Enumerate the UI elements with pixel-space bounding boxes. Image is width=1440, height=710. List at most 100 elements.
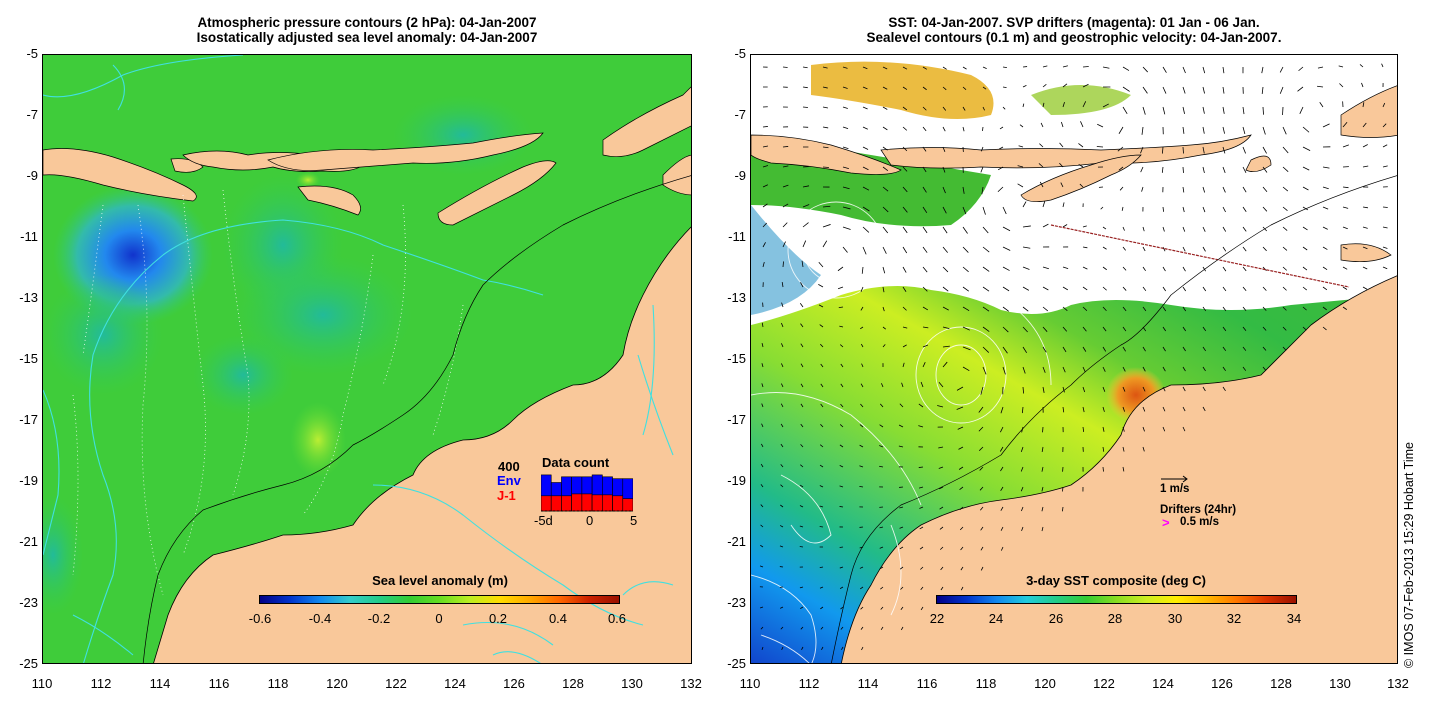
velocity-vector: [1059, 162, 1064, 168]
velocity-vector: [1202, 326, 1207, 332]
velocity-vector: [839, 424, 844, 428]
velocity-vector: [1042, 102, 1045, 108]
velocity-vector: [1142, 306, 1147, 312]
inset-xtick-2: 5: [630, 513, 638, 528]
velocity-vector: [780, 606, 784, 609]
velocity-vector: [1299, 106, 1304, 114]
velocity-vector: [1080, 121, 1084, 128]
velocity-vector: [820, 424, 824, 428]
velocity-vector: [1082, 101, 1087, 108]
velocity-vector: [902, 126, 908, 131]
velocity-vector: [1042, 83, 1047, 88]
velocity-vector: [782, 165, 789, 168]
velocity-vector: [1322, 206, 1329, 210]
velocity-vector: [781, 646, 784, 650]
velocity-vector: [1242, 146, 1246, 154]
velocity-vector: [902, 66, 908, 70]
left-xtick-7: 124: [444, 676, 466, 691]
velocity-vector: [860, 306, 864, 311]
velocity-vector: [861, 363, 864, 368]
velocity-vector: [802, 222, 809, 228]
sla-cb-tick-6: 0.6: [607, 611, 627, 626]
velocity-vector: [957, 426, 964, 430]
island-ne-right: [1340, 85, 1397, 138]
velocity-vector: [780, 464, 784, 468]
velocity-vector: [759, 565, 764, 568]
velocity-vector: [781, 322, 784, 328]
velocity-vector: [1242, 306, 1247, 311]
velocity-vector: [859, 485, 864, 488]
velocity-vector: [922, 361, 926, 368]
velocity-vector: [1322, 186, 1329, 190]
velocity-vector: [802, 66, 808, 69]
velocity-vector: [1262, 286, 1267, 291]
velocity-vector: [1262, 366, 1267, 371]
sea-level-anomaly-map[interactable]: [42, 54, 692, 664]
velocity-vector: [1319, 102, 1324, 108]
velocity-vector: [780, 504, 784, 508]
velocity-vector: [1317, 66, 1324, 69]
drifter-track: [1050, 224, 1350, 288]
velocity-vector: [882, 106, 888, 110]
velocity-vector: [860, 343, 864, 348]
velocity-vector: [939, 546, 944, 550]
velocity-vector: [782, 184, 789, 188]
right-xtick-7: 124: [1152, 676, 1174, 691]
velocity-vector: [942, 106, 947, 111]
velocity-vector: [839, 546, 844, 548]
velocity-vector: [759, 606, 764, 609]
velocity-vector: [1002, 346, 1008, 354]
velocity-vector: [879, 403, 884, 408]
velocity-vector: [1140, 146, 1144, 154]
velocity-vector: [938, 446, 944, 449]
velocity-vector: [920, 566, 924, 570]
velocity-vector: [839, 444, 844, 448]
velocity-vector: [1382, 165, 1388, 168]
velocity-vector: [802, 106, 808, 108]
velocity-vector: [981, 186, 984, 195]
velocity-vector: [1182, 266, 1186, 272]
velocity-vector: [1119, 186, 1124, 191]
right-ytick-4: -13: [727, 290, 746, 305]
inset-j1-bar: [602, 494, 613, 512]
velocity-vector: [1082, 346, 1087, 352]
velocity-vector: [839, 344, 844, 348]
island-chain-right: [880, 134, 1252, 169]
velocity-vector: [819, 444, 824, 448]
velocity-vector: [862, 66, 868, 70]
velocity-vector: [1022, 346, 1028, 354]
velocity-vector: [1041, 446, 1044, 453]
velocity-vector: [761, 383, 764, 388]
velocity-vector: [1122, 66, 1130, 71]
velocity-vector: [982, 86, 987, 90]
sst-map[interactable]: [750, 54, 1398, 664]
velocity-vector: [1317, 85, 1324, 88]
pressure-contours: [43, 55, 674, 663]
velocity-vector: [902, 86, 908, 90]
velocity-vector: [1182, 226, 1186, 232]
velocity-vector: [760, 626, 764, 630]
left-ytick-2: -9: [26, 168, 38, 183]
velocity-vector: [1322, 123, 1330, 128]
velocity-vector: [1222, 186, 1226, 193]
velocity-vector: [1102, 66, 1110, 69]
velocity-vector: [1142, 286, 1147, 292]
velocity-vector: [1062, 101, 1065, 108]
velocity-vector: [962, 266, 969, 273]
velocity-vector: [760, 484, 764, 488]
velocity-vector: [1202, 106, 1205, 114]
velocity-vector: [802, 204, 810, 208]
velocity-vector: [1182, 346, 1186, 352]
velocity-vector: [902, 266, 907, 273]
velocity-vector: [1022, 103, 1025, 108]
right-ytick-8: -21: [727, 534, 746, 549]
velocity-vector: [942, 286, 949, 292]
velocity-vector: [1062, 266, 1069, 270]
velocity-vector: [1162, 266, 1166, 272]
velocity-vector: [800, 464, 804, 468]
velocity-vector: [1041, 506, 1044, 512]
velocity-vector: [1182, 286, 1186, 292]
velocity-vector: [1302, 226, 1308, 231]
inset-j1-bar: [561, 495, 572, 512]
sla-colorbar-title: Sea level anomaly (m): [372, 573, 508, 588]
